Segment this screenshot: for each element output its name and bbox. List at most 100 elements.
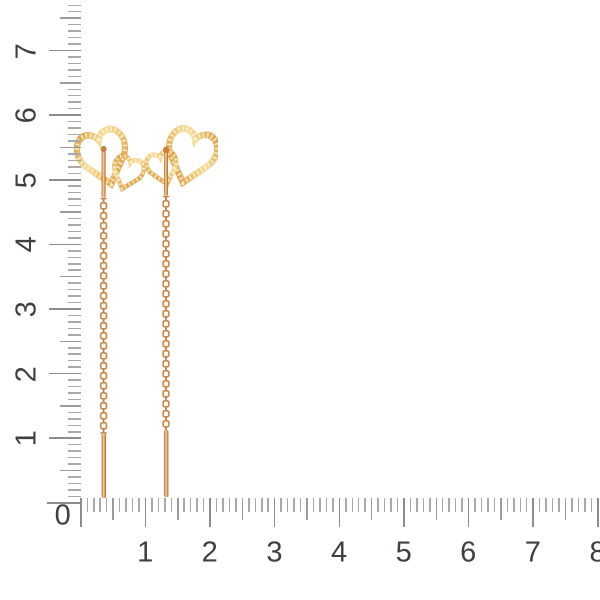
h-ruler-tick <box>506 498 508 512</box>
h-ruler-tick <box>480 498 483 512</box>
h-ruler-tick <box>99 498 101 512</box>
v-ruler-major-tick <box>48 372 81 375</box>
h-ruler-label: 7 <box>524 536 542 569</box>
h-ruler-tick <box>409 498 412 512</box>
h-ruler-tick <box>93 498 95 512</box>
h-ruler-tick <box>177 498 179 520</box>
v-ruler-major-tick <box>48 114 81 116</box>
v-ruler-tick <box>67 185 81 187</box>
right-earring-heart-large <box>166 125 218 188</box>
h-ruler-tick <box>131 498 134 512</box>
v-ruler-tick <box>67 23 81 26</box>
h-ruler-major-tick <box>209 498 211 527</box>
v-ruler-tick <box>67 224 81 226</box>
v-ruler-tick <box>67 198 81 200</box>
h-ruler-tick <box>125 498 127 512</box>
h-ruler-tick <box>164 498 166 512</box>
v-ruler-tick <box>67 153 81 155</box>
h-ruler-major-tick <box>338 498 340 527</box>
h-ruler-major-tick <box>597 498 599 527</box>
v-ruler-tick <box>67 495 81 498</box>
h-ruler-tick <box>590 498 592 512</box>
h-ruler-label: 8 <box>589 536 600 569</box>
v-ruler-tick <box>67 392 81 394</box>
v-ruler-label: 3 <box>10 300 43 318</box>
h-ruler-tick <box>577 498 580 512</box>
h-ruler-tick <box>545 498 547 512</box>
v-ruler-tick <box>67 418 81 420</box>
h-ruler-tick <box>280 498 282 512</box>
h-ruler-tick <box>364 498 366 512</box>
h-ruler-tick <box>435 498 437 520</box>
v-ruler-tick <box>67 366 81 368</box>
h-ruler-tick <box>351 498 353 512</box>
h-ruler-tick <box>377 498 379 512</box>
v-ruler-tick <box>67 456 81 459</box>
v-ruler-tick <box>67 69 81 71</box>
v-ruler-tick <box>59 82 81 84</box>
h-ruler-tick <box>202 498 205 512</box>
v-ruler-tick <box>67 334 81 336</box>
h-ruler-tick <box>345 498 347 512</box>
h-ruler-tick <box>267 498 269 512</box>
v-ruler-tick <box>59 146 81 149</box>
h-ruler-label: 2 <box>201 536 219 569</box>
v-ruler-label: 2 <box>10 365 43 382</box>
v-ruler-tick <box>67 43 81 45</box>
left-earring-bar <box>101 434 106 498</box>
h-ruler-tick <box>196 498 198 512</box>
h-ruler-tick <box>564 498 567 520</box>
h-ruler-tick <box>118 498 121 512</box>
v-ruler-label: 7 <box>10 42 43 59</box>
h-ruler-tick <box>112 498 114 520</box>
v-ruler-tick <box>67 166 81 168</box>
left-earring-post <box>100 146 107 198</box>
h-ruler-tick <box>538 498 541 512</box>
v-ruler-tick <box>67 327 81 330</box>
h-ruler-tick <box>422 498 424 512</box>
h-ruler-tick <box>306 498 308 520</box>
h-ruler-label: 5 <box>395 536 413 569</box>
h-ruler-tick <box>215 498 218 512</box>
h-ruler-tick <box>105 498 108 512</box>
v-ruler-tick <box>67 347 81 349</box>
ruler-origin-label: 0 <box>54 499 72 532</box>
left-earring-heart-large <box>73 125 128 189</box>
h-ruler-tick <box>286 498 289 512</box>
h-ruler-tick <box>293 498 295 512</box>
h-ruler-label: 6 <box>460 536 477 569</box>
h-ruler-major-tick <box>273 498 276 527</box>
h-ruler-major-tick <box>144 498 147 527</box>
v-ruler-tick <box>67 191 81 194</box>
v-ruler-tick <box>67 204 81 207</box>
h-ruler-tick <box>228 498 231 512</box>
v-ruler-label: 1 <box>10 429 43 447</box>
h-ruler-major-tick <box>532 498 534 527</box>
h-ruler-major-tick <box>403 498 405 527</box>
v-ruler-tick <box>59 211 81 213</box>
v-ruler-tick <box>67 385 81 388</box>
h-ruler-tick <box>170 498 172 512</box>
h-ruler-tick <box>357 498 360 512</box>
h-ruler-tick <box>525 498 528 512</box>
v-ruler-tick <box>67 230 81 233</box>
v-ruler-major-tick <box>48 243 81 246</box>
v-ruler-tick <box>67 30 81 32</box>
v-ruler-tick <box>67 353 81 355</box>
h-ruler-tick <box>441 498 444 512</box>
v-ruler-tick <box>67 256 81 258</box>
h-ruler-tick <box>157 498 160 512</box>
h-ruler-tick <box>571 498 573 512</box>
v-ruler-tick <box>67 62 81 65</box>
v-ruler-major-tick <box>48 49 81 52</box>
v-ruler-tick <box>67 288 81 291</box>
h-ruler-tick <box>183 498 185 512</box>
h-ruler-tick <box>396 498 399 512</box>
h-ruler-tick <box>332 498 334 512</box>
v-ruler-tick <box>67 36 81 39</box>
v-ruler-label: 6 <box>10 106 43 124</box>
v-ruler-tick <box>67 295 81 297</box>
v-ruler-tick <box>67 463 81 465</box>
h-ruler-tick <box>461 498 463 512</box>
v-ruler-tick <box>67 140 81 142</box>
